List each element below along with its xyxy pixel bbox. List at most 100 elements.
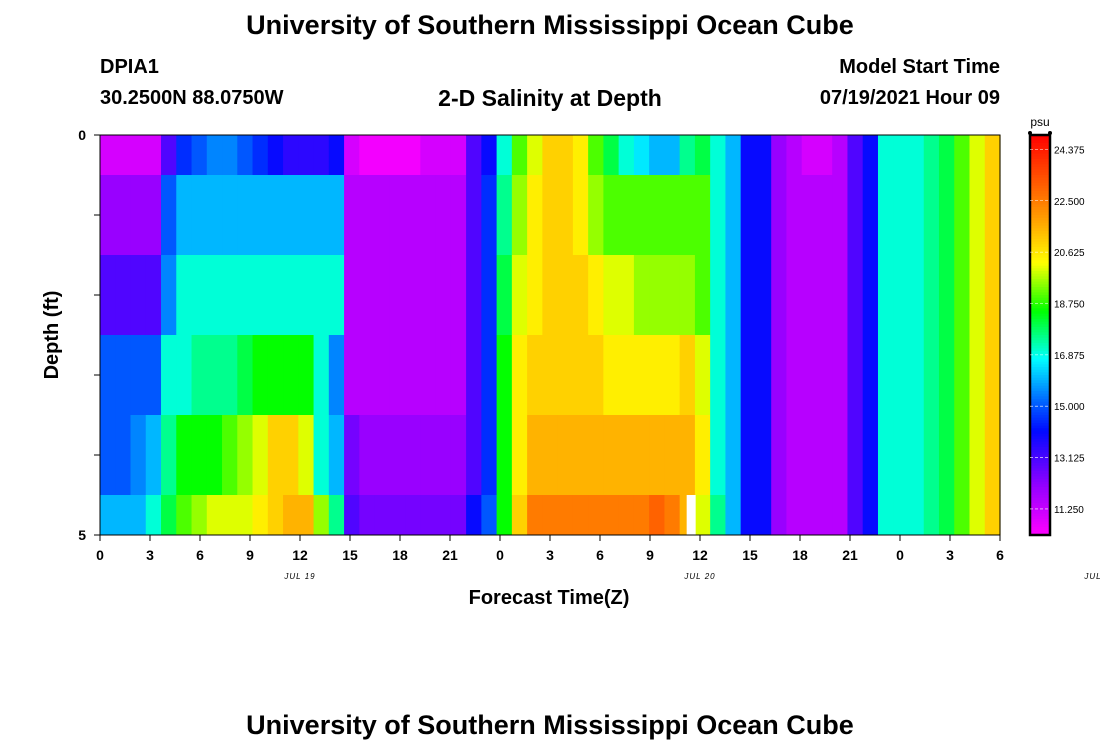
heatmap-cell [649,135,665,176]
x-axis-label: Forecast Time(Z) [469,587,630,609]
heatmap-cell [161,495,177,536]
heatmap-cell [267,135,284,176]
heatmap-cell [557,255,574,336]
heatmap-cell [389,175,406,256]
heatmap-cell [100,135,116,176]
heatmap-cell [832,415,849,496]
colorbar-swatch [1030,255,1050,259]
colorbar-swatch [1030,177,1050,181]
heatmap-cell [877,335,894,416]
heatmap-cell [389,335,406,416]
heatmap-cell [405,495,421,536]
x-tick-label: 18 [792,547,808,563]
colorbar-swatch [1030,519,1050,523]
colorbar-swatch [1030,201,1050,205]
heatmap-cell [694,135,711,176]
heatmap-cell [176,175,193,256]
heatmap-cell [664,335,681,416]
heatmap-cell [801,255,818,336]
colorbar-swatch [1030,175,1050,179]
heatmap-cell [664,495,681,536]
heatmap-cell [328,495,345,536]
heatmap-cell [740,495,757,536]
heatmap-cell [694,175,711,256]
heatmap-cell [877,495,894,536]
x-tick-label: 3 [946,547,954,563]
heatmap-cell [145,135,162,176]
heatmap-cell [328,135,345,176]
heatmap-cell [588,495,604,536]
colorbar-swatch [1030,161,1050,165]
heatmap-cell [374,335,391,416]
heatmap-cell [222,135,238,176]
colorbar-swatch [1030,524,1050,528]
colorbar-swatch [1030,441,1050,445]
heatmap-cell [206,135,223,176]
heatmap-cell [450,255,467,336]
colorbar-swatch [1030,340,1050,344]
colorbar-swatch [1030,481,1050,485]
heatmap-cell [511,495,528,536]
heatmap-cell [847,255,864,336]
heatmap-cell [237,335,254,416]
colorbar-swatch [1030,159,1050,163]
colorbar-swatch [1030,140,1050,144]
heatmap-cell [847,175,864,256]
x-tick-label: 21 [442,547,458,563]
heatmap-cell [237,135,254,176]
colorbar-swatch [1030,367,1050,371]
heatmap-cell [694,495,711,536]
heatmap-cell [633,495,650,536]
heatmap-cell [862,135,879,176]
colorbar-swatch [1030,428,1050,432]
colorbar-swatch [1030,185,1050,189]
heatmap-cell [786,175,803,256]
heatmap-cell [420,255,437,336]
colorbar-swatch [1030,436,1050,440]
heatmap-cell [420,335,437,416]
heatmap-cell [938,175,955,256]
heatmap-cell [130,135,147,176]
heatmap-cell [557,135,574,176]
colorbar-swatch [1030,335,1050,339]
colorbar-tick-label: 15.000 [1054,402,1085,413]
heatmap-cell [786,255,803,336]
colorbar-unit: psu [1030,115,1049,129]
colorbar-swatch [1030,505,1050,509]
heatmap-cell [786,495,803,536]
heatmap-cell [161,415,177,496]
heatmap-cell [389,135,406,176]
heatmap-cell [145,495,162,536]
heatmap-cell [100,415,116,496]
heatmap-cell [801,415,818,496]
page-title: University of Southern Mississippi Ocean… [246,10,854,40]
colorbar-swatch [1030,329,1050,333]
heatmap-cell [328,175,345,256]
heatmap-cell [527,255,543,336]
colorbar-swatch [1030,444,1050,448]
heatmap-cell [222,175,238,256]
heatmap-cell [267,495,284,536]
heatmap-cell [313,415,330,496]
colorbar-swatch [1030,327,1050,331]
heatmap-cell [298,335,315,416]
heatmap-cell [405,255,421,336]
heatmap-cell [374,495,391,536]
heatmap-cell [969,135,986,176]
heatmap-cell [740,135,757,176]
heatmap-cell [405,415,421,496]
heatmap-cell [161,175,177,256]
colorbar-swatch [1030,191,1050,195]
colorbar-swatch [1030,487,1050,491]
heatmap-cell [923,255,940,336]
heatmap-cell [359,175,376,256]
heatmap-cell [847,335,864,416]
heatmap-cell [969,415,986,496]
colorbar-swatch [1030,249,1050,253]
colorbar-tick-label: 16.875 [1054,351,1085,362]
heatmap-cell [435,255,452,336]
heatmap-cell [359,255,376,336]
heatmap-cell [344,415,360,496]
heatmap-cell [450,415,467,496]
colorbar-frame [1028,133,1052,537]
